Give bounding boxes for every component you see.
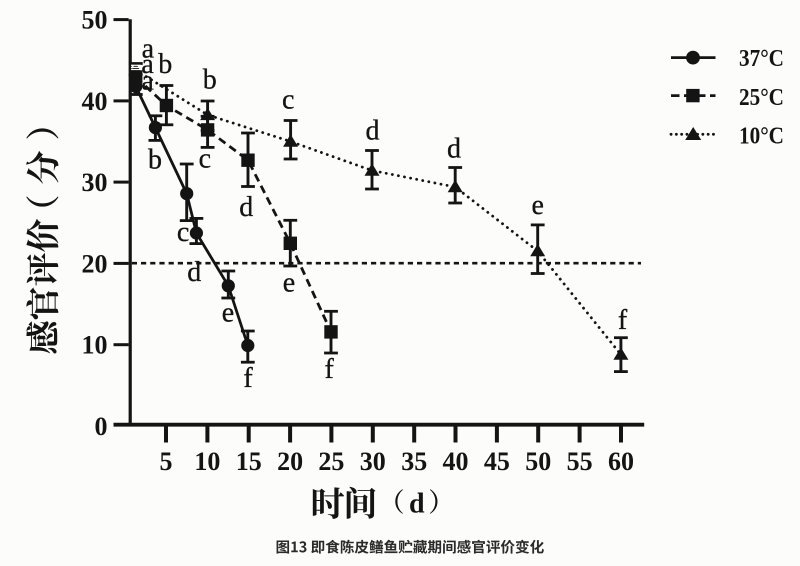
svg-text:d: d [447,134,461,165]
svg-text:d: d [187,257,201,288]
svg-text:b: b [158,49,172,80]
svg-text:a: a [141,65,154,96]
svg-text:40: 40 [82,87,108,116]
svg-text:a: a [141,49,154,80]
svg-text:c: c [282,85,294,116]
svg-text:55: 55 [567,447,593,476]
svg-text:d: d [239,192,253,223]
svg-text:f: f [618,305,628,336]
svg-text:10: 10 [194,447,220,476]
svg-text:b: b [148,145,162,176]
svg-text:40: 40 [443,447,469,476]
svg-text:e: e [531,190,543,221]
svg-text:45: 45 [484,447,510,476]
svg-text:37°C: 37°C [739,46,784,72]
svg-text:e: e [283,268,295,299]
svg-text:20: 20 [82,249,108,278]
svg-text:35: 35 [401,447,427,476]
svg-text:5: 5 [160,447,173,476]
svg-text:10°C: 10°C [739,124,784,150]
svg-text:25°C: 25°C [739,85,784,111]
svg-text:15: 15 [236,447,262,476]
svg-text:50: 50 [82,6,108,35]
svg-text:f: f [325,354,335,385]
svg-text:a: a [142,34,155,65]
svg-text:60: 60 [608,447,634,476]
svg-text:d: d [366,116,380,147]
svg-text:30: 30 [360,447,386,476]
svg-text:d: d [409,488,425,519]
svg-text:c: c [177,217,189,248]
svg-text:c: c [199,144,211,175]
svg-text:20: 20 [277,447,303,476]
svg-text:30: 30 [82,168,108,197]
svg-text:f: f [243,363,253,394]
svg-text:b: b [203,65,217,96]
svg-text:e: e [222,298,234,329]
svg-text:25: 25 [318,447,344,476]
svg-text:0: 0 [95,412,108,441]
svg-text:50: 50 [525,447,551,476]
svg-text:10: 10 [82,331,108,360]
